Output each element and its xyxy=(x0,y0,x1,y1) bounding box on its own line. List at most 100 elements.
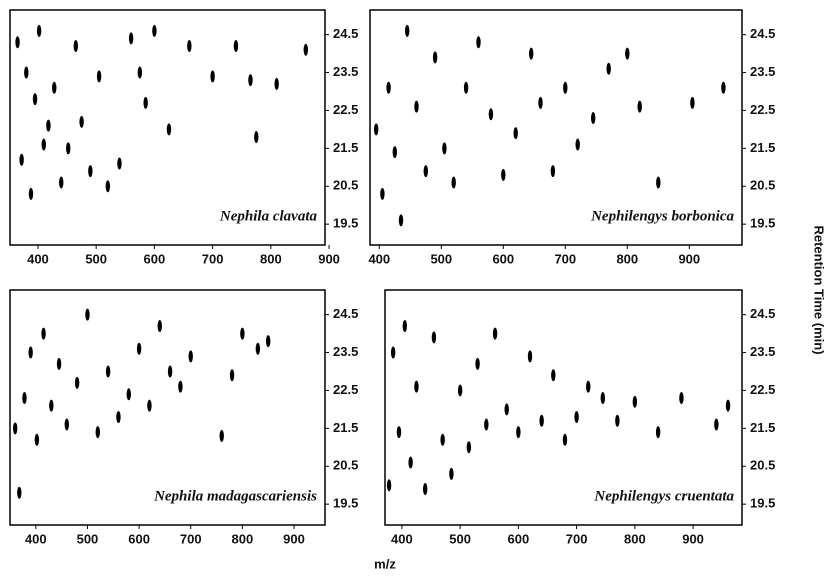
y-tick-label: 24.5 xyxy=(750,306,775,321)
spot xyxy=(15,36,20,49)
y-tick-label: 22.5 xyxy=(750,382,775,397)
spot xyxy=(513,127,518,140)
spot xyxy=(442,142,447,155)
spot xyxy=(414,100,419,113)
spot xyxy=(167,365,173,378)
spot xyxy=(386,81,391,94)
spot xyxy=(488,108,494,121)
spot xyxy=(96,70,102,83)
spot xyxy=(600,392,606,405)
spot xyxy=(492,327,498,340)
y-tick-label: 20.5 xyxy=(750,458,775,473)
spot xyxy=(36,24,42,37)
spot xyxy=(551,369,556,382)
species-label: Nephila clavata xyxy=(219,208,318,224)
spot xyxy=(210,70,215,83)
x-tick-label: 900 xyxy=(283,531,305,546)
spot xyxy=(625,47,630,60)
spot xyxy=(28,346,33,359)
y-tick-label: 22.5 xyxy=(750,102,775,117)
spot xyxy=(386,479,392,492)
spot xyxy=(95,426,100,439)
species-label: Nephilengys borbonica xyxy=(590,208,734,224)
spot xyxy=(233,40,239,53)
y-tick-label: 21.5 xyxy=(750,140,775,155)
spot xyxy=(615,414,620,427)
spot xyxy=(303,43,308,56)
spot xyxy=(721,81,726,94)
spot xyxy=(725,399,731,412)
spot xyxy=(105,180,111,193)
spot xyxy=(484,418,489,431)
spot xyxy=(529,47,534,60)
y-tick-label: 23.5 xyxy=(750,64,775,79)
spot xyxy=(147,399,152,412)
spot xyxy=(56,357,62,370)
spot xyxy=(423,165,428,178)
spot xyxy=(632,395,638,408)
panel-frame xyxy=(9,289,326,526)
spot xyxy=(128,32,134,45)
spot xyxy=(575,138,580,151)
spot xyxy=(414,380,419,393)
spot xyxy=(476,36,481,49)
x-tick-label: 900 xyxy=(678,251,700,266)
x-tick-label: 700 xyxy=(202,251,224,266)
spot xyxy=(126,388,131,401)
spot xyxy=(188,350,193,363)
x-tick-label: 600 xyxy=(144,251,166,266)
y-tick-label: 19.5 xyxy=(750,496,775,511)
spot xyxy=(440,433,445,446)
y-tick-label: 20.5 xyxy=(333,178,358,193)
spot xyxy=(152,24,157,37)
spot xyxy=(655,426,661,439)
x-tick-label: 900 xyxy=(682,531,704,546)
spot xyxy=(59,176,64,189)
x-tick-label: 800 xyxy=(260,251,282,266)
spot xyxy=(606,62,611,75)
x-tick-label: 500 xyxy=(77,531,99,546)
spot xyxy=(41,138,46,151)
spot xyxy=(380,187,385,200)
spot xyxy=(74,376,80,389)
spot xyxy=(504,403,509,416)
spot xyxy=(34,433,40,446)
spot xyxy=(28,187,34,200)
spot xyxy=(586,380,591,393)
spot xyxy=(562,433,568,446)
spot xyxy=(591,112,596,125)
y-tick-label: 21.5 xyxy=(333,420,358,435)
spot xyxy=(449,467,454,480)
y-tick-label: 23.5 xyxy=(750,344,775,359)
spot xyxy=(116,410,121,423)
spot xyxy=(178,380,183,393)
x-tick-label: 500 xyxy=(430,251,452,266)
spot xyxy=(66,142,71,155)
y-tick-label: 23.5 xyxy=(333,344,358,359)
spot xyxy=(254,130,259,143)
x-tick-label: 700 xyxy=(566,531,588,546)
spot xyxy=(166,123,172,136)
spot xyxy=(390,346,396,359)
spot xyxy=(431,331,437,344)
spot xyxy=(392,146,397,159)
spot xyxy=(73,40,78,53)
spot xyxy=(219,429,224,442)
spot xyxy=(255,342,261,355)
spot xyxy=(475,357,480,370)
spot xyxy=(136,342,142,355)
spot xyxy=(19,153,24,166)
x-tick-label: 800 xyxy=(232,531,254,546)
spot xyxy=(398,214,404,227)
spot xyxy=(463,81,469,94)
x-tick-label: 700 xyxy=(554,251,576,266)
spot xyxy=(563,81,568,94)
spot xyxy=(49,399,54,412)
spot xyxy=(501,168,506,181)
spot xyxy=(714,418,719,431)
spot xyxy=(656,176,661,189)
spot xyxy=(679,392,684,405)
x-axis-label: m/z xyxy=(374,556,396,571)
spot xyxy=(105,365,111,378)
